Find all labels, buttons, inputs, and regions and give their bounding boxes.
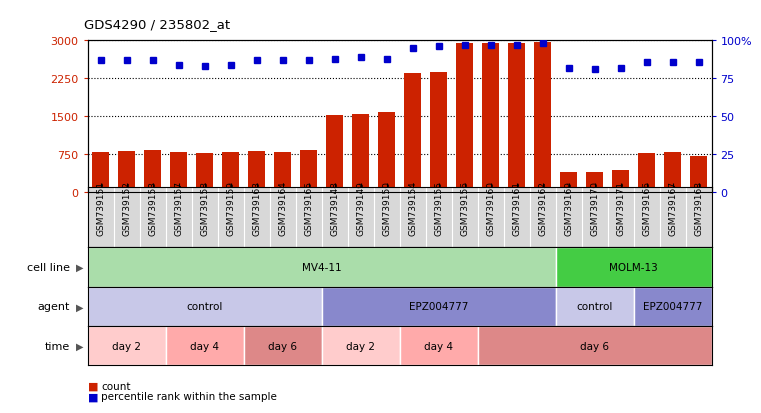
Bar xyxy=(400,326,478,366)
Bar xyxy=(322,287,556,326)
Text: ▶: ▶ xyxy=(76,262,84,273)
Bar xyxy=(586,173,603,192)
Bar xyxy=(508,44,525,192)
Bar xyxy=(638,154,655,192)
Text: ▶: ▶ xyxy=(76,341,84,351)
Bar xyxy=(352,115,369,192)
Text: EPZ004777: EPZ004777 xyxy=(409,301,468,312)
Text: control: control xyxy=(576,301,613,312)
Bar xyxy=(378,113,395,192)
Text: percentile rank within the sample: percentile rank within the sample xyxy=(101,392,277,401)
Bar xyxy=(322,326,400,366)
Text: day 6: day 6 xyxy=(580,341,609,351)
Bar xyxy=(196,154,213,192)
Text: EPZ004777: EPZ004777 xyxy=(643,301,702,312)
Text: GDS4290 / 235802_at: GDS4290 / 235802_at xyxy=(84,18,230,31)
Bar xyxy=(664,153,681,192)
Text: day 4: day 4 xyxy=(190,341,219,351)
Text: ■: ■ xyxy=(88,392,98,401)
Text: count: count xyxy=(101,381,131,391)
Text: day 4: day 4 xyxy=(424,341,453,351)
Bar xyxy=(326,116,343,192)
Bar xyxy=(560,173,577,192)
Text: time: time xyxy=(45,341,70,351)
Text: MV4-11: MV4-11 xyxy=(301,262,342,273)
Text: cell line: cell line xyxy=(27,262,70,273)
Text: agent: agent xyxy=(37,301,70,312)
Text: ■: ■ xyxy=(88,381,98,391)
Bar xyxy=(300,150,317,192)
Bar xyxy=(222,152,239,192)
Text: control: control xyxy=(186,301,223,312)
Bar xyxy=(556,287,634,326)
Text: MOLM-13: MOLM-13 xyxy=(609,262,658,273)
Bar xyxy=(482,44,499,192)
Bar xyxy=(534,43,551,192)
Bar xyxy=(456,44,473,192)
Bar xyxy=(144,151,161,192)
Text: ▶: ▶ xyxy=(76,301,84,312)
Bar xyxy=(88,326,166,366)
Bar xyxy=(244,326,322,366)
Bar xyxy=(478,326,712,366)
Text: day 2: day 2 xyxy=(112,341,141,351)
Bar xyxy=(92,153,109,192)
Bar xyxy=(633,287,712,326)
Bar xyxy=(556,248,712,287)
Bar xyxy=(88,287,322,326)
Bar xyxy=(404,74,421,192)
Bar xyxy=(248,151,265,192)
Bar xyxy=(170,153,187,192)
Bar xyxy=(430,72,447,192)
Bar xyxy=(88,248,556,287)
Bar xyxy=(612,171,629,192)
Bar xyxy=(118,152,135,192)
Bar xyxy=(274,152,291,192)
Bar xyxy=(166,326,244,366)
Text: day 2: day 2 xyxy=(346,341,375,351)
Text: day 6: day 6 xyxy=(268,341,297,351)
Bar xyxy=(690,157,707,192)
